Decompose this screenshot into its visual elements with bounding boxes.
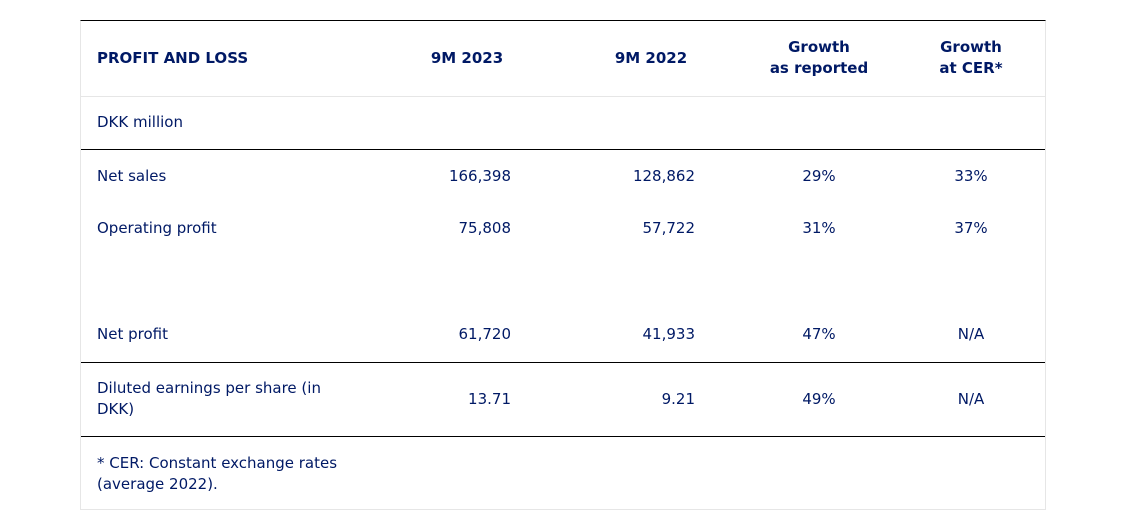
value-growth-cer: 33% [954, 167, 988, 185]
table-row: Net profit 61,720 41,933 47% N/A [81, 308, 1045, 362]
header-line: Growth [788, 38, 850, 56]
table-title: PROFIT AND LOSS [97, 49, 249, 67]
footnote: * CER: Constant exchange rates (average … [97, 453, 397, 495]
row-label: Net sales [97, 167, 167, 185]
value-9m-2023: 75,808 [458, 219, 512, 237]
header-line: at CER* [939, 59, 1003, 77]
value-9m-2023: 13.71 [468, 390, 511, 408]
value-growth-reported: 31% [802, 219, 836, 237]
row-label: Diluted earnings per share (in DKK) [97, 378, 357, 420]
footnote-row: * CER: Constant exchange rates (average … [81, 437, 1045, 509]
row-label: Net profit [97, 325, 168, 343]
label-line: Diluted earnings per share (in [97, 379, 321, 397]
value-9m-2022: 128,862 [632, 167, 695, 185]
table-row: Operating profit 75,808 57,722 31% 37% [81, 202, 1045, 254]
column-header-9m-2022: 9M 2022 [614, 49, 688, 67]
value-growth-reported: 29% [802, 167, 836, 185]
header-line: as reported [769, 59, 869, 77]
divider [81, 362, 1045, 363]
value-growth-reported: 49% [802, 390, 836, 408]
value-9m-2022: 9.21 [661, 390, 695, 408]
value-9m-2023: 166,398 [448, 167, 511, 185]
footnote-line: * CER: Constant exchange rates [97, 454, 338, 472]
column-header-growth-cer: Growth at CER* [891, 37, 1051, 79]
table-row: Net sales 166,398 128,862 29% 33% [81, 150, 1045, 202]
profit-and-loss-table: PROFIT AND LOSS 9M 2023 9M 2022 Growth a… [80, 20, 1046, 510]
value-growth-cer: N/A [957, 390, 985, 408]
unit-label: DKK million [97, 113, 183, 131]
column-header-9m-2023: 9M 2023 [430, 49, 504, 67]
value-growth-cer: 37% [954, 219, 988, 237]
value-9m-2022: 41,933 [642, 325, 696, 343]
value-9m-2023: 61,720 [458, 325, 512, 343]
label-line: DKK) [97, 400, 135, 418]
divider [81, 149, 1045, 150]
table-header-row: PROFIT AND LOSS 9M 2023 9M 2022 Growth a… [81, 21, 1045, 96]
divider [81, 436, 1045, 437]
value-growth-reported: 47% [802, 325, 836, 343]
value-9m-2022: 57,722 [642, 219, 696, 237]
row-label: Operating profit [97, 219, 217, 237]
table-row-eps: Diluted earnings per share (in DKK) 13.7… [81, 363, 1045, 436]
footnote-line: (average 2022). [97, 475, 218, 493]
value-growth-cer: N/A [957, 325, 985, 343]
header-line: Growth [940, 38, 1002, 56]
unit-row: DKK million [81, 96, 1045, 150]
divider [81, 96, 1045, 97]
column-header-growth-reported: Growth as reported [739, 37, 899, 79]
